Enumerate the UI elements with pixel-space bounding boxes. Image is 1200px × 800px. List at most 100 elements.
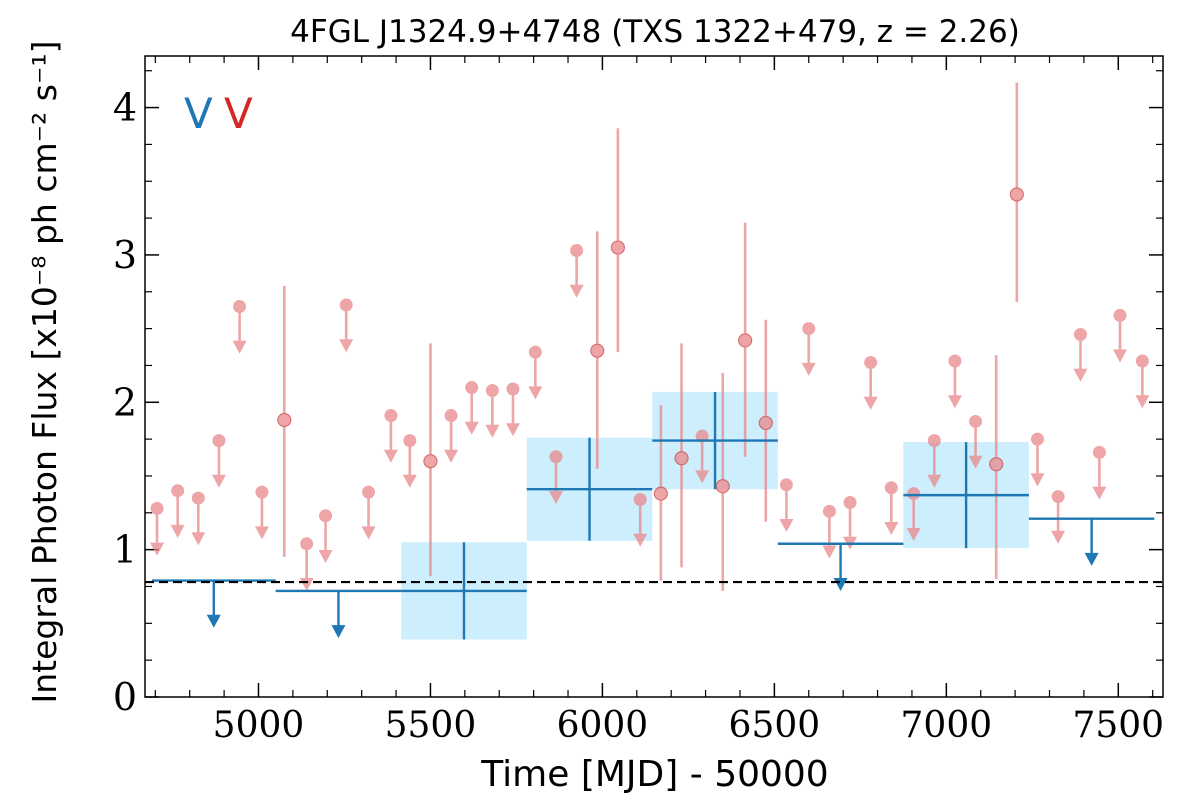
y-tick-label: 0 — [113, 675, 137, 719]
short-bin-upper-limit — [505, 382, 520, 437]
data-point — [989, 457, 1004, 472]
upper-limit-arrow — [402, 474, 417, 488]
legend: V V — [184, 89, 253, 138]
upper-limit-marker — [1113, 308, 1127, 322]
upper-limit-marker — [444, 409, 458, 423]
upper-limit-marker — [255, 485, 269, 499]
legend-entry-red: V — [224, 89, 253, 138]
upper-limit-arrow — [1051, 530, 1066, 544]
upper-limit-marker — [969, 414, 983, 428]
upper-limit-arrow — [505, 423, 520, 437]
upper-limit-marker — [907, 487, 921, 501]
short-bin-upper-limit — [254, 485, 269, 540]
short-bin-upper-limit — [968, 414, 983, 469]
upper-limit-arrow — [569, 284, 584, 298]
short-bin-upper-limit — [779, 478, 794, 533]
upper-limit-arrow — [485, 424, 500, 438]
upper-limit-marker — [549, 450, 563, 464]
long-bin-upper-limit — [1028, 517, 1155, 566]
upper-limit-arrow — [191, 532, 206, 546]
upper-limit-marker — [506, 382, 520, 396]
long-bin-upper-limit — [275, 589, 402, 639]
short-bin-upper-limit — [801, 322, 816, 376]
short-bin-upper-limit — [444, 409, 459, 463]
upper-limit-arrow — [150, 542, 165, 556]
short-bin-upper-limit — [822, 504, 837, 559]
upper-limit-arrow — [318, 549, 333, 563]
upper-limit-marker — [528, 345, 542, 359]
short-bin-upper-limit — [339, 298, 354, 353]
short-bin-layer — [150, 82, 1150, 591]
upper-limit-marker — [864, 356, 878, 370]
upper-limit-arrow — [1030, 473, 1045, 487]
upper-limit-marker — [212, 434, 226, 448]
x-tick-label: 6500 — [729, 705, 821, 746]
upper-limit-arrow — [863, 396, 878, 410]
upper-limit-marker — [1051, 490, 1065, 504]
data-point — [423, 454, 438, 469]
upper-limit-marker — [191, 491, 205, 505]
short-bin-upper-limit — [528, 345, 543, 400]
upper-limit-arrow — [884, 521, 899, 535]
short-bin-upper-limit — [843, 495, 858, 550]
short-bin-upper-limit — [633, 493, 648, 547]
short-bin-upper-limit — [211, 434, 226, 488]
long-bin-point — [903, 442, 1029, 549]
upper-limit-arrow — [1084, 552, 1099, 566]
upper-limit-marker — [884, 481, 898, 495]
upper-limit-arrow — [801, 362, 816, 376]
upper-limit-arrow — [906, 527, 921, 541]
upper-limit-marker — [319, 509, 333, 523]
short-bin-point — [738, 222, 753, 457]
upper-limit-marker — [843, 495, 857, 509]
data-point — [610, 240, 625, 255]
y-tick-label: 3 — [113, 233, 137, 277]
upper-limit-marker — [300, 537, 314, 551]
short-bin-upper-limit — [402, 434, 417, 488]
upper-limit-arrow — [464, 421, 479, 435]
long-bin-upper-limit — [151, 579, 276, 628]
short-bin-upper-limit — [863, 356, 878, 410]
short-bin-upper-limit — [1113, 308, 1128, 363]
upper-limit-arrow — [211, 474, 226, 488]
x-tick-label: 5000 — [213, 705, 305, 746]
upper-limit-arrow — [383, 449, 398, 463]
x-tick-label: 6000 — [557, 705, 649, 746]
short-bin-upper-limit — [569, 244, 584, 298]
short-bin-upper-limit — [1073, 328, 1088, 382]
upper-limit-arrow — [1113, 349, 1128, 363]
upper-limit-arrow — [779, 519, 794, 533]
x-tick-label: 7500 — [1072, 705, 1164, 746]
data-point — [758, 415, 773, 431]
upper-limit-marker — [1073, 328, 1087, 342]
upper-limit-arrow — [299, 577, 314, 591]
upper-limit-marker — [465, 381, 479, 395]
short-bin-point — [653, 405, 668, 581]
tick-label-layer: 5000 5500 6000 6500 7000 7500 0 1 2 3 4 — [113, 86, 1164, 746]
y-axis-label: Integral Photon Flux [x10⁻⁸ ph cm⁻² s⁻¹] — [25, 41, 64, 704]
upper-limit-marker — [1135, 354, 1149, 368]
upper-limit-arrow — [444, 449, 459, 463]
y-tick-label: 1 — [113, 528, 137, 572]
short-bin-upper-limit — [232, 300, 247, 354]
upper-limit-marker — [150, 501, 164, 515]
short-bin-upper-limit — [318, 509, 333, 563]
upper-limit-arrow — [695, 470, 710, 484]
upper-limit-marker — [779, 478, 793, 492]
long-bin-upper-limit — [777, 542, 904, 591]
upper-limit-arrow — [170, 524, 185, 538]
plot-frame — [144, 55, 1164, 698]
short-bin-upper-limit — [927, 434, 942, 488]
upper-limit-arrow — [1073, 368, 1088, 382]
short-bin-upper-limit — [191, 491, 206, 546]
upper-limit-marker — [633, 493, 647, 507]
upper-limit-arrow — [633, 533, 648, 547]
chart-title: 4FGL J1324.9+4748 (TXS 1322+479, z = 2.2… — [290, 14, 1020, 50]
upper-limit-arrow — [361, 526, 376, 540]
short-bin-upper-limit — [383, 409, 398, 463]
long-bin-point — [526, 437, 653, 541]
short-bin-upper-limit — [884, 481, 899, 535]
upper-limit-marker — [822, 504, 836, 518]
legend-entry-blue: V — [184, 89, 213, 138]
upper-limit-marker — [171, 484, 185, 498]
